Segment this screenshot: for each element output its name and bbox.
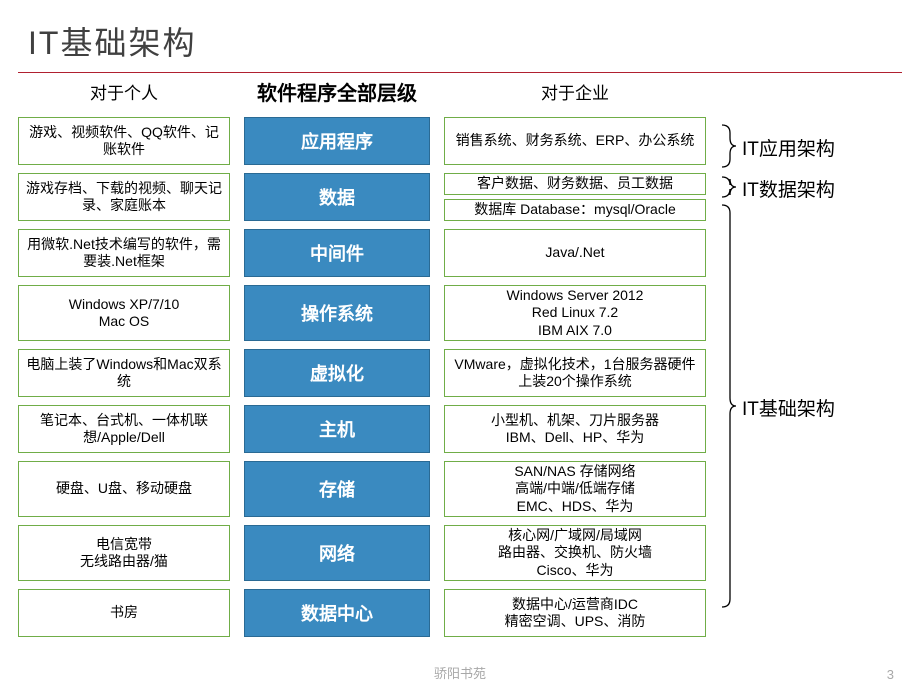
personal-7: 电信宽带 无线路由器/猫	[18, 525, 230, 581]
right-label-data: IT数据架构	[742, 175, 835, 202]
center-0: 应用程序	[244, 117, 430, 165]
enterprise-0: 销售系统、财务系统、ERP、办公系统	[444, 117, 706, 165]
personal-1: 游戏存档、下载的视频、聊天记录、家庭账本	[18, 173, 230, 221]
header-personal: 对于个人	[18, 81, 230, 107]
header-enterprise: 对于企业	[444, 81, 706, 107]
header-spacer	[720, 81, 870, 107]
personal-8: 书房	[18, 589, 230, 637]
column-enterprise: 对于企业 销售系统、财务系统、ERP、办公系统客户数据、财务数据、员工数据数据库…	[444, 81, 706, 637]
personal-5: 笔记本、台式机、一体机联想/Apple/Dell	[18, 405, 230, 453]
center-2: 中间件	[244, 229, 430, 277]
enterprise-5: 小型机、机架、刀片服务器 IBM、Dell、HP、华为	[444, 405, 706, 453]
personal-3: Windows XP/7/10 Mac OS	[18, 285, 230, 341]
brace-icon	[720, 203, 738, 609]
enterprise-4: VMware，虚拟化技术，1台服务器硬件上装20个操作系统	[444, 349, 706, 397]
center-1: 数据	[244, 173, 430, 221]
column-right-labels: IT应用架构 IT数据架构 IT基础架构	[720, 81, 870, 637]
personal-0: 游戏、视频软件、QQ软件、记账软件	[18, 117, 230, 165]
center-8: 数据中心	[244, 589, 430, 637]
enterprise-7: 核心网/广域网/局域网 路由器、交换机、防火墙 Cisco、华为	[444, 525, 706, 581]
enterprise-2: Java/.Net	[444, 229, 706, 277]
enterprise-8: 数据中心/运营商IDC 精密空调、UPS、消防	[444, 589, 706, 637]
enterprise-1-a: 客户数据、财务数据、员工数据	[444, 173, 706, 195]
enterprise-1-b: 数据库 Database：mysql/Oracle	[444, 199, 706, 221]
brace-icon	[720, 175, 738, 199]
center-5: 主机	[244, 405, 430, 453]
column-personal: 对于个人 游戏、视频软件、QQ软件、记账软件游戏存档、下载的视频、聊天记录、家庭…	[18, 81, 230, 637]
enterprise-6: SAN/NAS 存储网络 高端/中端/低端存储 EMC、HDS、华为	[444, 461, 706, 517]
title-divider	[18, 72, 902, 73]
enterprise-3: Windows Server 2012 Red Linux 7.2 IBM AI…	[444, 285, 706, 341]
right-label-app: IT应用架构	[742, 134, 835, 161]
center-7: 网络	[244, 525, 430, 581]
center-6: 存储	[244, 461, 430, 517]
personal-6: 硬盘、U盘、移动硬盘	[18, 461, 230, 517]
personal-2: 用微软.Net技术编写的软件，需要装.Net框架	[18, 229, 230, 277]
columns: 对于个人 游戏、视频软件、QQ软件、记账软件游戏存档、下载的视频、聊天记录、家庭…	[0, 81, 920, 637]
column-center: 软件程序全部层级 应用程序数据中间件操作系统虚拟化主机存储网络数据中心	[244, 81, 430, 637]
page-title: IT基础架构	[0, 0, 920, 72]
page-number: 3	[887, 667, 894, 682]
right-label-infra: IT基础架构	[742, 394, 835, 421]
header-center: 软件程序全部层级	[244, 81, 430, 107]
personal-4: 电脑上装了Windows和Mac双系统	[18, 349, 230, 397]
footer-text: 骄阳书苑	[0, 663, 920, 682]
center-3: 操作系统	[244, 285, 430, 341]
center-4: 虚拟化	[244, 349, 430, 397]
brace-icon	[720, 123, 738, 169]
